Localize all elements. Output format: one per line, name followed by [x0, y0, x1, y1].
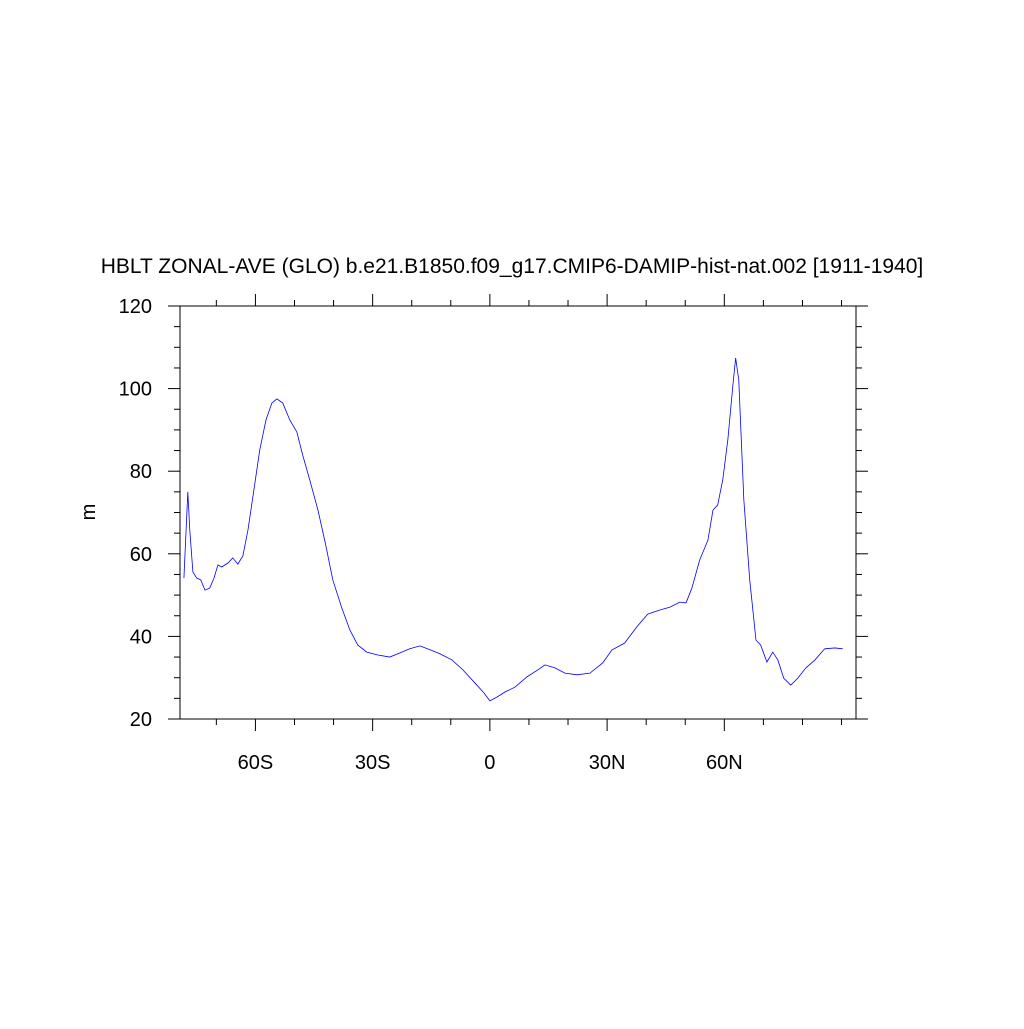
x-tick-label: 30S [355, 752, 391, 774]
y-tick-label: 20 [130, 709, 152, 731]
x-tick-label: 0 [484, 752, 495, 774]
y-tick-label: 40 [130, 626, 152, 648]
data-line [183, 357, 843, 702]
y-tick-label: 120 [119, 296, 152, 318]
x-tick-label: 60S [238, 752, 274, 774]
y-tick-label: 80 [130, 461, 152, 483]
y-tick-label: 100 [119, 379, 152, 401]
x-tick-label: 60N [706, 752, 743, 774]
x-tick-label: 30N [589, 752, 626, 774]
chart-title: HBLT ZONAL-AVE (GLO) b.e21.B1850.f09_g17… [101, 255, 924, 278]
y-axis-label: m [78, 504, 100, 521]
y-tick-label: 60 [130, 544, 152, 566]
plot-frame [179, 305, 857, 720]
